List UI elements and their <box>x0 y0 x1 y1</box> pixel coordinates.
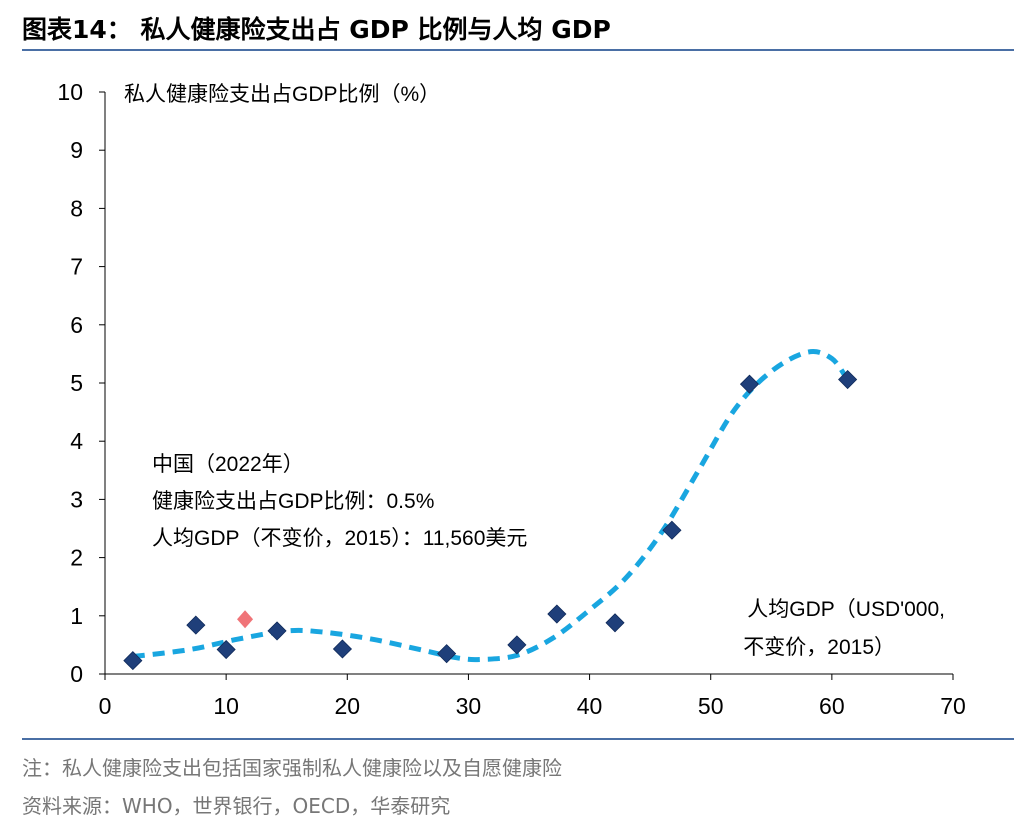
figure-source: 资料来源：WHO，世界银行，OECD，华泰研究 <box>22 794 451 818</box>
y-tick-label: 7 <box>70 254 83 280</box>
x-tick-label: 30 <box>456 693 482 719</box>
x-axis-label: 不变价，2015） <box>743 636 895 659</box>
trendline <box>132 349 850 663</box>
y-tick-label: 3 <box>70 486 83 512</box>
x-tick-label: 10 <box>213 693 239 719</box>
y-tick-label: 10 <box>57 79 83 105</box>
figure-title: 图表14： 私人健康险支出占 GDP 比例与人均 GDP <box>22 15 611 44</box>
y-tick-label: 1 <box>70 603 83 629</box>
china-annotation-line: 中国（2022年） <box>152 453 304 476</box>
y-axis-label: 私人健康险支出占GDP比例（%） <box>124 83 440 106</box>
scatter-point <box>739 374 760 394</box>
scatter-point <box>186 615 206 635</box>
title-rule <box>22 49 1014 51</box>
x-tick-label: 50 <box>698 693 724 719</box>
scatter-point <box>662 520 682 540</box>
scatter-point <box>437 644 457 664</box>
china-point <box>237 610 254 629</box>
y-tick-label: 2 <box>70 545 83 571</box>
scatter-point <box>605 613 625 633</box>
scatter-point <box>216 639 236 660</box>
figure-note: 注：私人健康险支出包括国家强制私人健康险以及自愿健康险 <box>22 756 562 780</box>
scatter-chart: 0 1 2 3 4 5 6 7 8 9 10 0 10 20 30 40 50 60 70 私人健康险支出占GDP比例… <box>57 79 966 719</box>
scatter-point <box>267 621 287 641</box>
y-tick-label: 4 <box>70 428 83 454</box>
x-axis-label: 人均GDP（USD'000, <box>747 598 945 621</box>
footer-rule <box>22 738 1014 740</box>
scatter-point <box>123 651 143 671</box>
y-tick-label: 6 <box>70 312 83 338</box>
scatter-point <box>507 635 527 655</box>
scatter-point <box>838 369 858 390</box>
y-tick-label: 8 <box>70 195 83 221</box>
x-tick-label: 60 <box>819 693 845 719</box>
x-tick-label: 70 <box>940 693 966 719</box>
y-tick-label: 9 <box>70 137 83 163</box>
china-annotation-line: 健康险支出占GDP比例：0.5% <box>152 490 434 513</box>
y-tick-label: 5 <box>70 370 83 396</box>
scatter-point <box>332 639 353 659</box>
scatter-point <box>547 604 567 624</box>
china-annotation-line: 人均GDP（不变价，2015）：11,560美元 <box>152 527 527 550</box>
y-tick-label: 0 <box>70 661 83 687</box>
x-tick-label: 20 <box>334 693 360 719</box>
x-tick-label: 0 <box>99 693 112 719</box>
x-tick-label: 40 <box>577 693 603 719</box>
